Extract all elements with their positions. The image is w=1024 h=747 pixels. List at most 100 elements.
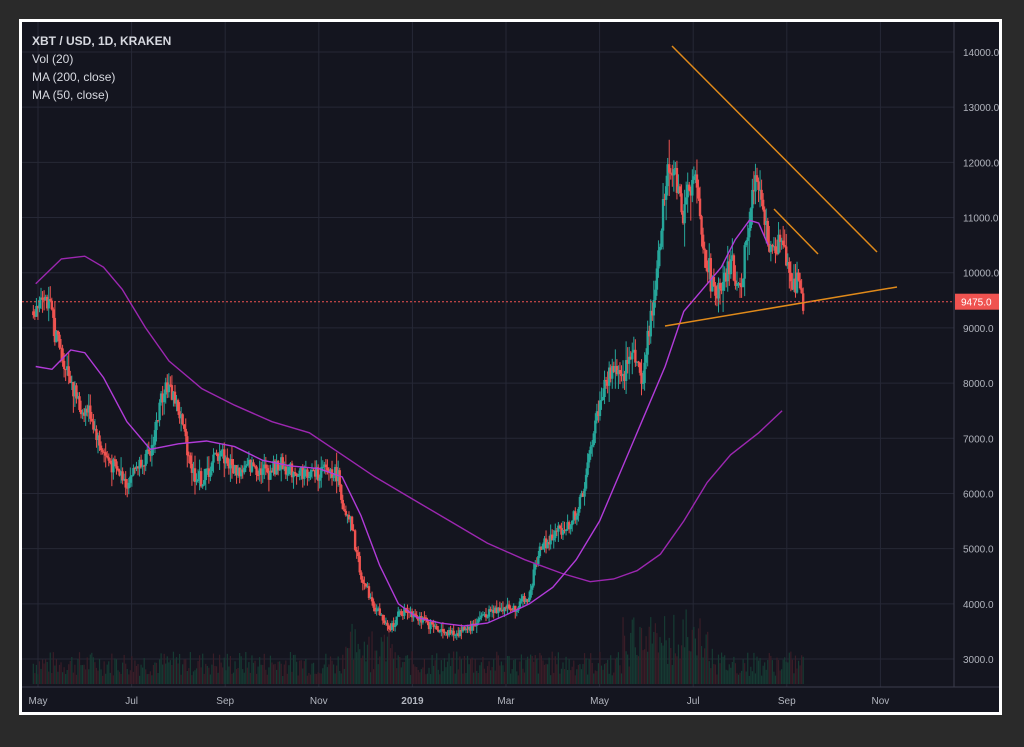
trendline-support <box>664 286 898 327</box>
candle-body <box>232 464 235 474</box>
volume-bar <box>637 656 640 684</box>
candle-body <box>704 250 708 269</box>
candle-body <box>283 466 286 470</box>
candle-body <box>41 297 44 300</box>
y-tick-label: 9000.0 <box>963 324 994 335</box>
candle-body <box>361 579 365 583</box>
candle-body <box>375 609 378 612</box>
candle-body <box>238 467 241 477</box>
volume-bar <box>704 648 706 684</box>
candle-body <box>58 334 61 348</box>
volume-bar <box>528 658 530 684</box>
candle-body <box>289 463 292 467</box>
volume-bar <box>602 669 604 684</box>
candle-body <box>532 569 535 586</box>
candle-body <box>594 420 597 434</box>
indicator-ma200: MA (200, close) <box>32 70 116 84</box>
y-tick-label: 11000.0 <box>963 214 999 225</box>
candle-body <box>372 601 375 608</box>
candle-body <box>572 511 575 521</box>
volume-bar <box>272 664 275 684</box>
volume-bar <box>306 675 308 684</box>
volume-bar <box>191 675 193 684</box>
volume-bar <box>95 667 98 684</box>
candle-body <box>55 330 58 343</box>
volume-bar <box>645 636 647 684</box>
volume-bar <box>94 662 96 684</box>
volume-bar <box>756 656 758 684</box>
candle-body <box>278 469 281 471</box>
y-tick-label: 10000.0 <box>963 269 999 280</box>
volume-bar <box>465 673 467 684</box>
volume-bar <box>599 651 601 684</box>
volume-bar <box>497 655 499 684</box>
candle-body <box>84 408 87 416</box>
volume-bar <box>302 668 304 684</box>
volume-bar <box>443 658 446 684</box>
candle-body <box>651 310 654 316</box>
volume-bar <box>510 673 512 684</box>
volume-bar <box>208 667 210 684</box>
candle-body <box>774 246 777 254</box>
volume-bar <box>148 673 150 684</box>
candle-body <box>229 459 232 469</box>
candle-body <box>686 184 689 198</box>
candle-body <box>646 330 649 355</box>
candle-body <box>437 629 440 632</box>
candle-body <box>56 330 60 335</box>
candle-body <box>786 261 789 266</box>
candle-body <box>198 471 201 480</box>
ma50-line <box>35 219 769 627</box>
volume-bar <box>154 662 156 684</box>
candle-body <box>706 268 709 273</box>
candle-body <box>75 385 78 399</box>
volume-bar <box>88 669 90 684</box>
volume-bar <box>363 641 365 684</box>
volume-bar <box>259 657 261 684</box>
candle-body <box>155 420 158 431</box>
volume-bar <box>463 656 466 684</box>
volume-bar <box>627 654 629 684</box>
candle-body <box>746 237 749 241</box>
volume-bar <box>440 660 442 684</box>
x-tick-label: Jul <box>125 696 138 707</box>
candle-body <box>276 460 280 471</box>
candle-body <box>138 459 141 469</box>
volume-bar <box>617 652 620 684</box>
candle-body <box>538 546 542 557</box>
candle-body <box>221 449 224 451</box>
candle-body <box>655 268 659 290</box>
candle-body <box>768 244 771 252</box>
candle-body <box>195 481 198 483</box>
candle-body <box>617 370 620 375</box>
candle-body <box>161 393 164 403</box>
candle-body <box>213 453 217 455</box>
candle-body <box>204 468 207 481</box>
volume-bar <box>60 662 62 684</box>
volume-bar <box>793 673 795 684</box>
candle-body <box>763 209 766 225</box>
volume-bar <box>271 662 273 684</box>
volume-bar <box>802 656 804 684</box>
candle-body <box>688 184 691 191</box>
volume-bar <box>442 671 444 684</box>
volume-bar <box>499 665 501 684</box>
candle-body <box>758 189 762 191</box>
volume-bar <box>457 669 459 684</box>
volume-bar <box>648 626 650 684</box>
volume-bar <box>174 659 176 684</box>
volume-bar <box>217 672 219 684</box>
volume-bar <box>269 655 272 684</box>
candle-body <box>142 465 146 467</box>
candle-body <box>72 382 75 397</box>
candle-body <box>490 609 494 612</box>
volume-bar <box>608 673 610 684</box>
volume-bar <box>214 665 216 684</box>
volume-bar <box>540 655 543 684</box>
candle-body <box>674 168 677 170</box>
candle-body <box>718 282 722 289</box>
volume-bar <box>739 672 741 684</box>
volume-bar <box>292 654 295 684</box>
volume-bar <box>134 660 136 684</box>
candle-body <box>691 179 694 196</box>
